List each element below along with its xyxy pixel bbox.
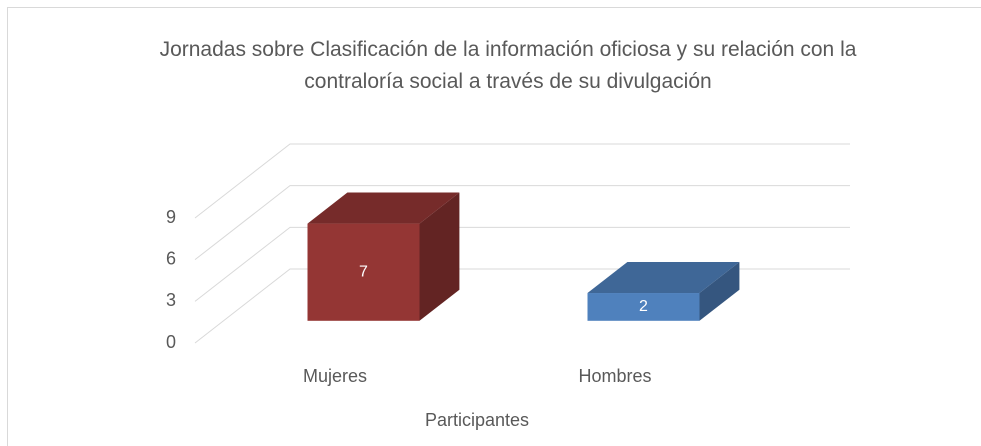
bar-top <box>307 192 460 224</box>
x-axis-label: Participantes <box>425 410 529 430</box>
bar-side <box>419 192 460 321</box>
chart-title: Jornadas sobre Clasificación de la infor… <box>159 38 857 93</box>
chart-border <box>7 7 981 446</box>
bar-top <box>587 261 740 294</box>
bar <box>587 293 700 321</box>
bar <box>307 223 420 321</box>
data-label: 7 <box>359 263 368 280</box>
grid-line <box>194 143 850 219</box>
y-tick-label: 3 <box>166 290 176 310</box>
y-tick-label: 9 <box>166 207 176 227</box>
y-tick-label: 6 <box>166 248 176 268</box>
x-tick-label: Hombres <box>578 366 651 386</box>
x-tick-label: Mujeres <box>303 366 367 386</box>
data-label: 2 <box>639 298 648 315</box>
grid-line <box>194 268 850 344</box>
bar-side <box>699 261 740 321</box>
y-tick-label: 0 <box>166 332 176 352</box>
grid-line <box>194 185 850 261</box>
grid-line <box>194 226 850 302</box>
